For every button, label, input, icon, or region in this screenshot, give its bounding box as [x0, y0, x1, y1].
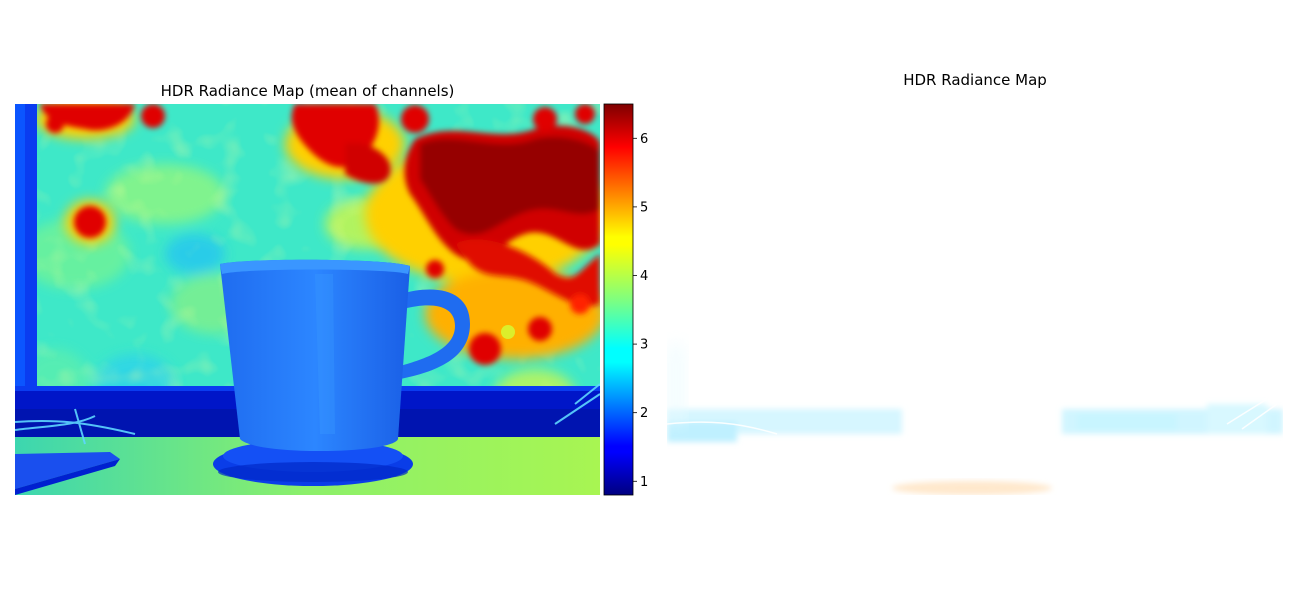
- cables: [15, 383, 600, 445]
- right-chart-title: HDR Radiance Map: [903, 71, 1047, 89]
- colorbar-tick-label: 3: [640, 338, 648, 353]
- colorbar-svg: 1 2 3 4 5 6: [603, 103, 648, 496]
- colorbar-tick-label: 4: [640, 269, 648, 284]
- saucer-glow: [892, 481, 1052, 495]
- saucer-shadow: [218, 462, 408, 482]
- colorbar-tick-label: 1: [640, 475, 648, 490]
- saturated-clouds: [40, 104, 600, 365]
- colorbar-tick-label: 5: [640, 200, 648, 215]
- radiance-image-svg: [667, 104, 1283, 495]
- radiance-image-rgb: [667, 104, 1283, 495]
- sill-tint: [667, 404, 1283, 442]
- mug-body: [220, 259, 410, 452]
- radiance-heatmap-mean: [15, 104, 600, 495]
- window-frame-left-inner: [15, 104, 25, 495]
- object-lower-left: [15, 452, 120, 489]
- mug-handle: [400, 289, 470, 379]
- overexposed-background: [667, 104, 1283, 495]
- left-chart-title: HDR Radiance Map (mean of channels): [160, 82, 455, 100]
- bright-spot: [501, 325, 515, 339]
- radiance-heatmap-svg: [15, 104, 600, 495]
- frame-tint: [667, 344, 685, 424]
- cable-glints: [667, 398, 1278, 435]
- colorbar-gradient: [603, 103, 634, 496]
- mug-rim: [220, 259, 410, 274]
- colorbar-tick-label: 2: [640, 406, 648, 421]
- colorbar: 1 2 3 4 5 6: [603, 103, 648, 496]
- mug-highlight: [315, 274, 335, 434]
- object-lower-left-edge: [15, 459, 120, 495]
- colorbar-tick-label: 6: [640, 132, 648, 147]
- colorbar-ticks: 1 2 3 4 5 6: [633, 132, 648, 490]
